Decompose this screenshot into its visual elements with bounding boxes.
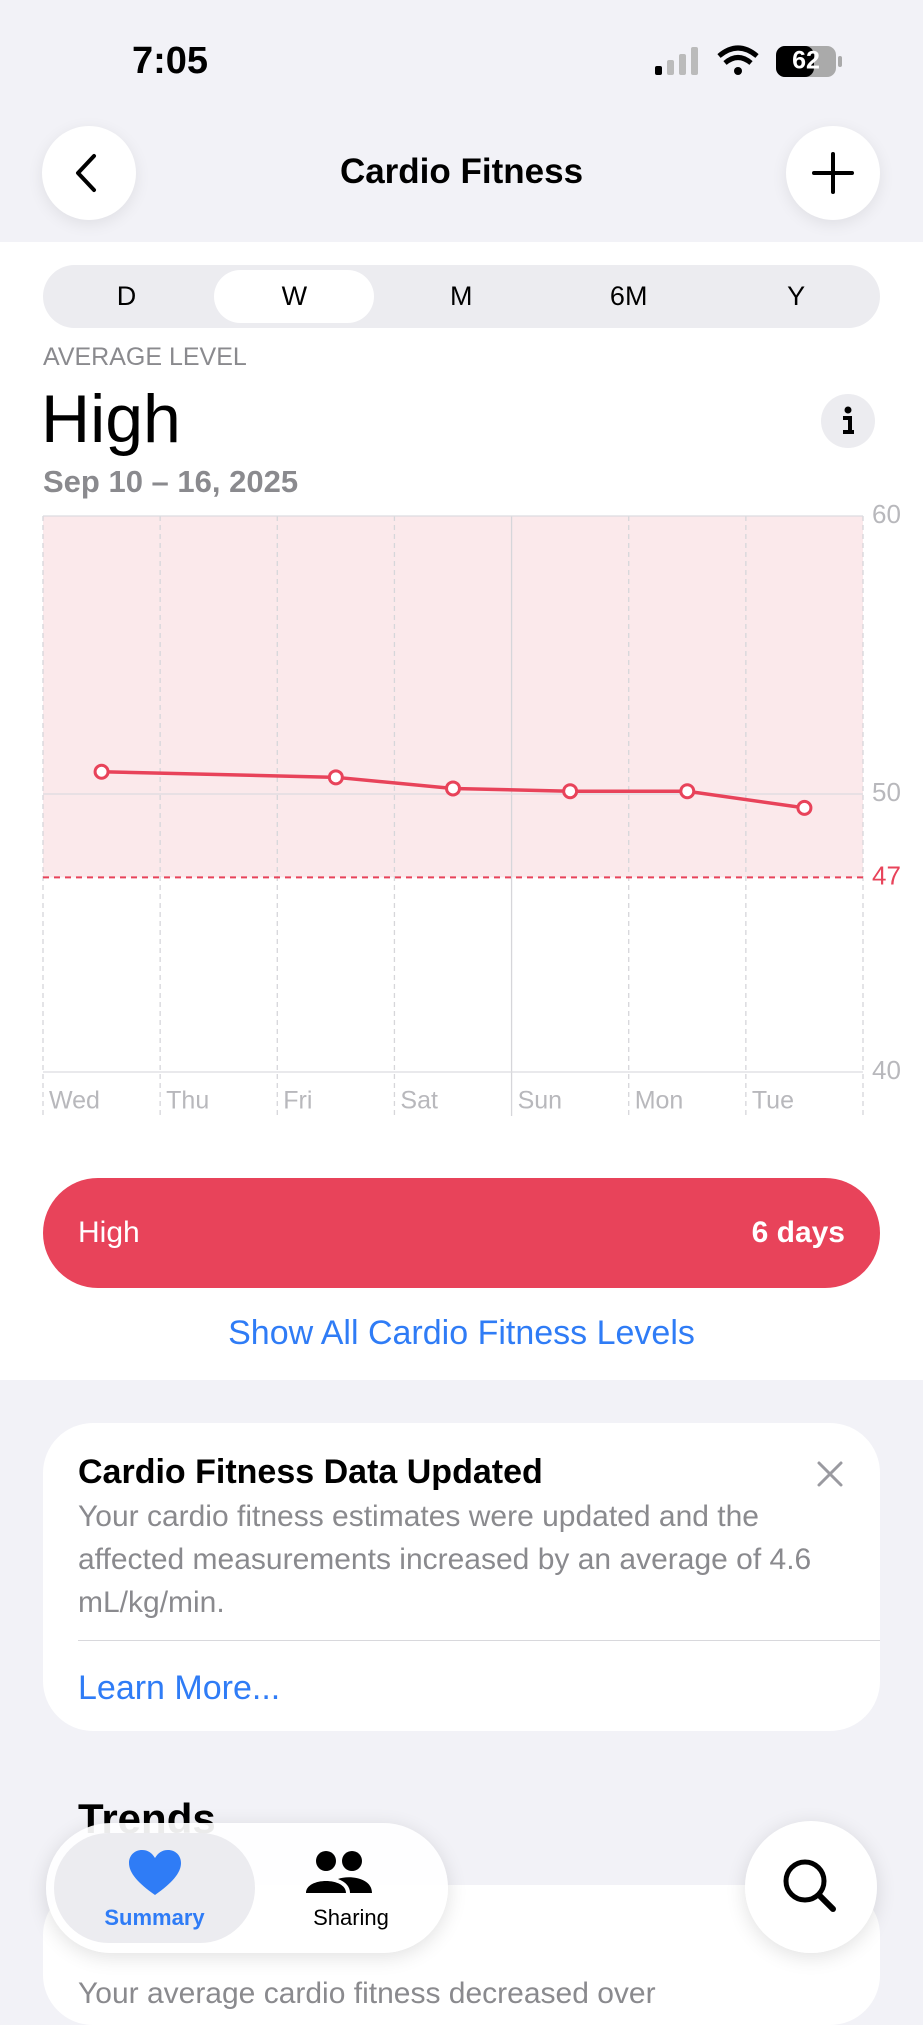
notice-title: Cardio Fitness Data Updated [78,1453,543,1491]
series-line [101,770,805,810]
battery-level: 62 [792,47,820,75]
close-button[interactable] [815,1459,845,1489]
search-button[interactable] [745,1821,877,1953]
learn-more-link[interactable]: Learn More... [78,1669,281,1707]
x-tick-label: Fri [283,1087,312,1115]
level-bar[interactable]: High 6 days [43,1178,880,1288]
y-tick-label: 60 [872,499,901,529]
back-button[interactable] [42,126,136,220]
date-range: Sep 10 – 16, 2025 [43,464,299,499]
level-label: High [78,1216,140,1249]
trends-text: Your average cardio fitness decreased ov… [78,1977,656,2010]
x-tick-label: Tue [752,1087,794,1115]
x-tick-label: Sat [400,1087,438,1115]
level-days: 6 days [751,1216,845,1249]
info-button[interactable] [820,393,876,449]
chart: 40 50 60 47 Wed Thu Fri Sat Sun Mon Tue [42,499,901,1116]
notice-body: Your cardio fitness estimates were updat… [78,1500,812,1619]
reference-label: 47 [872,860,901,890]
segment[interactable]: 6M [609,281,648,311]
x-tick-label: Mon [635,1087,684,1115]
data-point [562,783,579,800]
segmented-control [43,265,880,328]
segment[interactable]: M [450,281,473,311]
x-tick-label: Sun [518,1087,562,1115]
status-time: 7:05 [132,40,209,82]
add-button[interactable] [786,126,880,220]
data-point [93,763,110,780]
segment[interactable]: D [116,281,137,311]
y-tick-label: 40 [872,1055,901,1085]
segment[interactable]: W [214,270,375,323]
data-point [679,783,696,800]
page-title: Cardio Fitness [339,152,584,191]
tab-label[interactable]: Sharing [313,1905,389,1930]
tab-bar: Summary Sharing [46,1823,448,1953]
average-label: AVERAGE LEVEL [43,343,247,371]
x-tick-label: Wed [49,1087,100,1115]
segment[interactable]: Y [787,281,806,311]
show-all-link[interactable]: Show All Cardio Fitness Levels [228,1314,695,1352]
average-value: High [41,381,181,457]
status-icons: 62 [655,45,842,77]
notice-card: Cardio Fitness Data Updated Your cardio … [43,1423,880,1731]
x-tick-label: Thu [166,1087,209,1115]
heart-icon [129,1850,181,1895]
data-point [796,799,813,816]
high-range-band [43,516,863,878]
data-point [327,769,344,786]
tab-label[interactable]: Summary [104,1905,205,1930]
divider [78,1640,880,1641]
people-icon[interactable] [304,1849,374,1897]
y-tick-label: 50 [872,777,901,807]
data-point [445,780,461,797]
